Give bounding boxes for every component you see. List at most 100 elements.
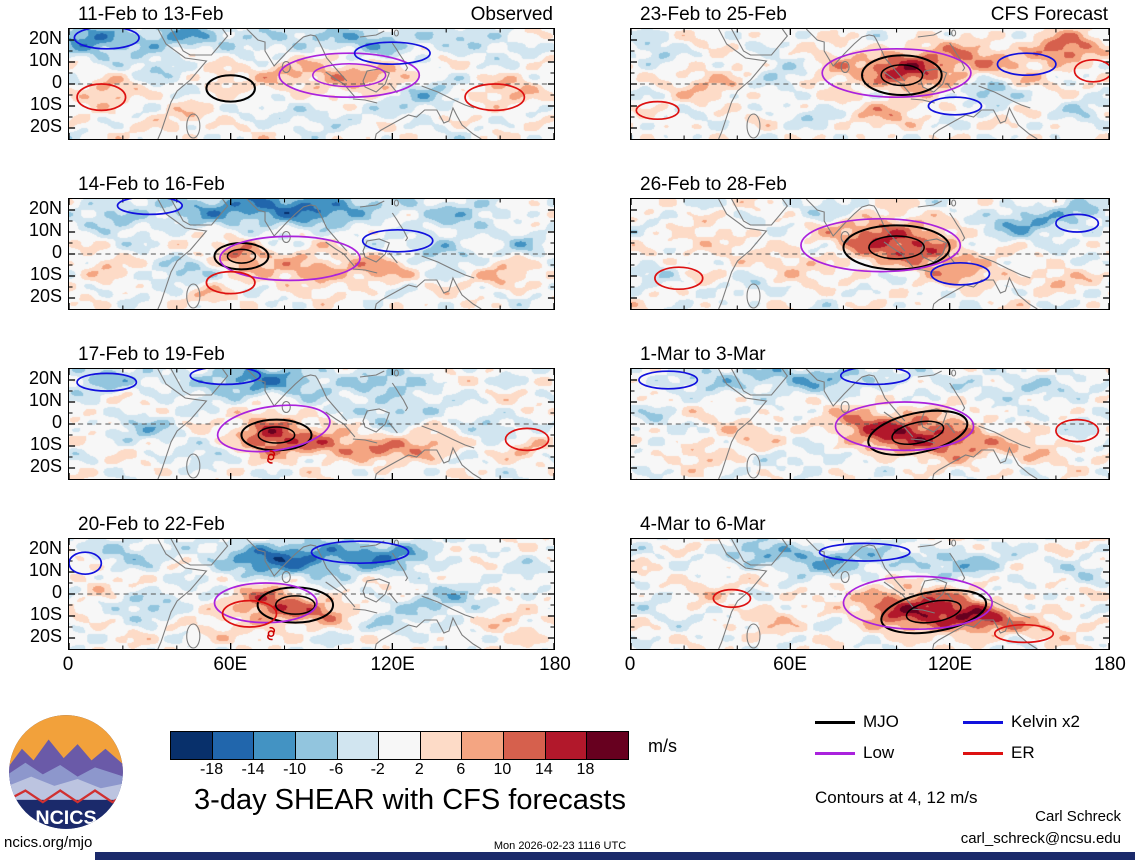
mjo-contour: [842, 224, 951, 271]
y-axis-label: 0: [51, 582, 62, 602]
colorbar-label: 14: [535, 761, 553, 778]
y-axis-label: 10S: [29, 94, 62, 114]
x-axis-label: 60E: [213, 654, 248, 675]
er-contour: [654, 266, 704, 291]
colorbar-cell: [253, 732, 295, 759]
colorbar-cell: [419, 732, 462, 759]
y-axis-label: 20N: [28, 28, 62, 48]
bottom-strip: [95, 852, 1135, 860]
kelvin-contour: [1055, 213, 1100, 233]
y-axis-label: 10N: [28, 220, 62, 240]
kelvin-contour: [996, 52, 1057, 77]
kelvin-contour: [189, 369, 262, 386]
colorbar-cell: [171, 732, 212, 759]
map-overlay: [69, 199, 554, 309]
y-axis-label: 0: [51, 72, 62, 92]
x-axis-label: 180: [1094, 654, 1126, 675]
low-contour: [842, 575, 994, 631]
y-axis-label: 10S: [29, 434, 62, 454]
panel-11-feb-to-13-feb: 11-Feb to 13-Feb Observed: [68, 4, 555, 140]
kelvin-contour: [73, 29, 140, 50]
er-contour: [993, 623, 1055, 644]
credit-email: carl_schreck@ncsu.edu: [960, 830, 1121, 847]
timestamp: Mon 2026-02-23 1116 UTC: [493, 840, 627, 852]
low-contour: [219, 235, 361, 282]
column-header: Observed: [470, 4, 553, 25]
y-axis-label: 10S: [29, 264, 62, 284]
panel-title: 26-Feb to 28-Feb: [640, 174, 787, 195]
mjo-contour: [861, 54, 943, 96]
kelvin-contour: [353, 41, 431, 66]
er-contour: [464, 83, 526, 112]
er-contour: [205, 270, 256, 295]
colorbar-cell: [378, 732, 420, 759]
mjo-contour: [880, 589, 988, 635]
kelvin-contour: [839, 369, 911, 386]
kelvin-contour: [310, 540, 410, 565]
legend-label: MJO: [863, 712, 899, 731]
legend-item-mjo: MJO: [815, 710, 899, 734]
kelvin-contour: [69, 551, 103, 576]
panel-23-feb-to-25-feb: 23-Feb to 25-Feb CFS Forecast: [630, 4, 1110, 140]
low-contour: [213, 582, 318, 624]
map-overlay: [631, 199, 1109, 309]
map-panel: [630, 368, 1110, 480]
tropical-cyclone-icon: [267, 626, 276, 641]
y-axis-label: 20S: [29, 626, 62, 646]
map-overlay: [631, 369, 1109, 479]
map-overlay: [631, 29, 1109, 139]
panel-17-feb-to-19-feb: 17-Feb to 19-Feb: [68, 344, 555, 480]
colorbar-unit-label: m/s: [648, 736, 677, 756]
map-overlay: [631, 539, 1109, 649]
colorbar-label: -18: [199, 761, 224, 778]
er-contour: [221, 599, 278, 628]
y-axis-label: 0: [51, 412, 62, 432]
colorbar-label: 6: [456, 761, 466, 778]
kelvin-contour: [930, 261, 991, 286]
x-axis-label: 120E: [370, 654, 415, 675]
colorbar-label: 10: [493, 761, 512, 778]
low-contour: [278, 52, 421, 99]
legend-item-er: ER: [963, 741, 1035, 765]
map-panel: [68, 368, 555, 480]
legend-label: Kelvin x2: [1011, 712, 1080, 731]
panel-1-mar-to-3-mar: 1-Mar to 3-Mar: [630, 344, 1110, 480]
map-panel: [630, 198, 1110, 310]
mjo-contour: [240, 418, 313, 452]
y-axis-label: 20S: [29, 456, 62, 476]
contour-note: Contours at 4, 12 m/s: [815, 788, 978, 807]
logo-text: NCICS: [35, 807, 96, 829]
panel-title: 20-Feb to 22-Feb: [78, 514, 225, 535]
y-axis-label: 20S: [29, 286, 62, 306]
er-contour: [1073, 58, 1109, 83]
map-panel: [68, 198, 555, 310]
site-link[interactable]: ncics.org/mjo: [4, 834, 93, 851]
colorbar: [170, 731, 629, 760]
er-contour: [76, 83, 127, 112]
low-contour: [821, 47, 972, 99]
colorbar-cell: [544, 732, 587, 759]
kelvin-contour: [638, 370, 699, 390]
colorbar-cell: [461, 732, 504, 759]
map-panel: [68, 28, 555, 140]
kelvin-contour: [818, 542, 911, 562]
legend-item-kelvin: Kelvin x2: [963, 710, 1080, 734]
er-line-swatch: [963, 751, 1003, 755]
legend-label: ER: [1011, 743, 1035, 762]
legend-label: Low: [863, 743, 895, 762]
y-axis-label: 10N: [28, 50, 62, 70]
mjo-contour: [205, 74, 256, 103]
x-axis-label: 0: [62, 654, 74, 675]
panel-title: 23-Feb to 25-Feb CFS Forecast: [640, 4, 1108, 25]
colorbar-label: -6: [329, 761, 344, 778]
y-axis-label: 20N: [28, 538, 62, 558]
panel-title: 14-Feb to 16-Feb: [78, 174, 225, 195]
map-overlay: [69, 369, 554, 479]
map-panel: [630, 28, 1110, 140]
y-axis-label: 20S: [29, 116, 62, 136]
legend-item-low: Low: [815, 741, 894, 765]
kelvin-contour: [116, 199, 184, 216]
x-axis-label: 0: [624, 654, 636, 675]
er-contour: [712, 588, 752, 609]
